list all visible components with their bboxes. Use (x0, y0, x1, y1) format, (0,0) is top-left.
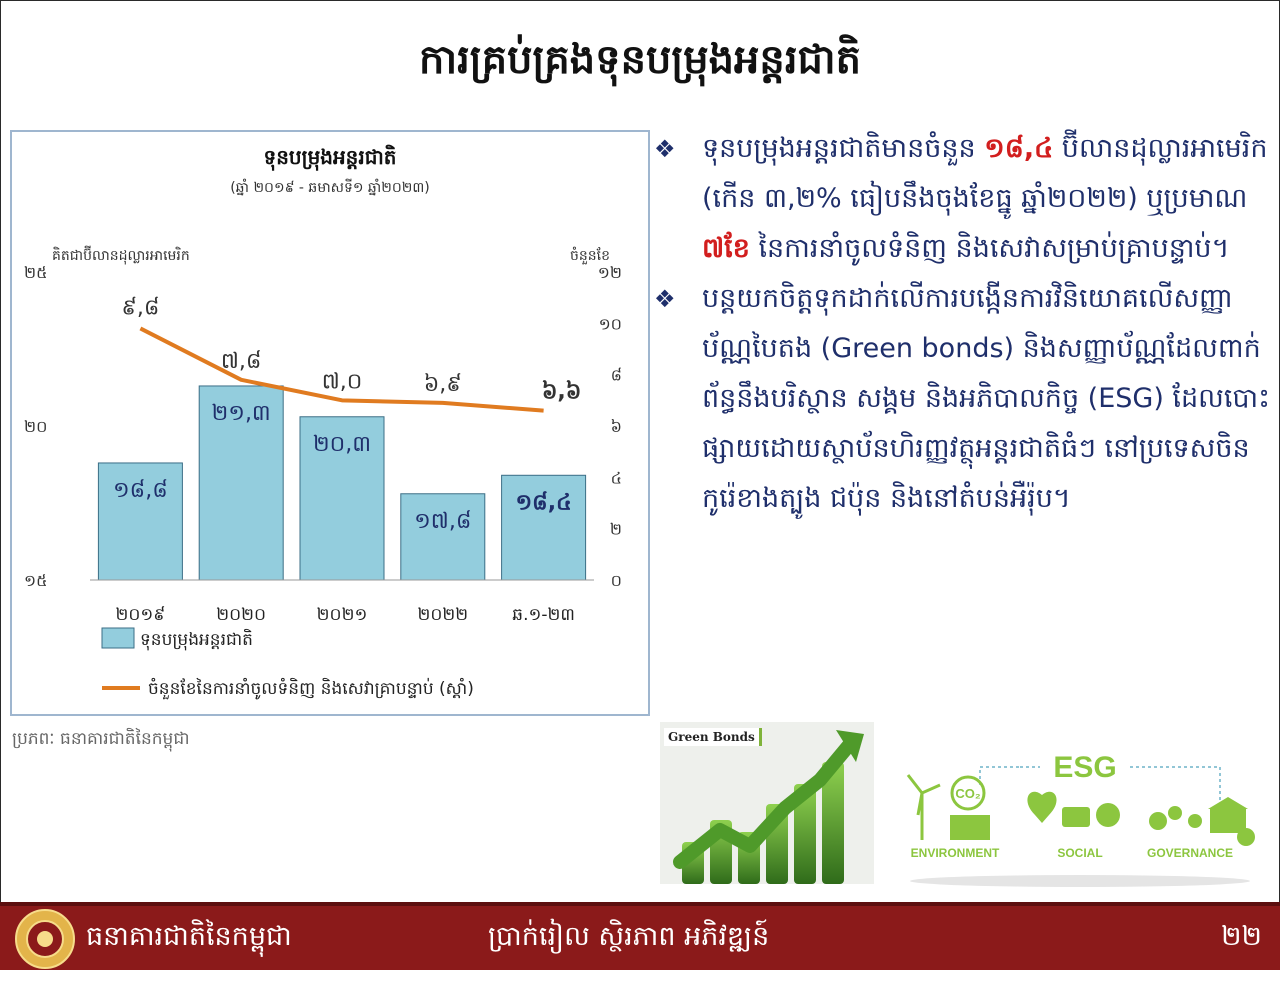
esg-title: ESG (1053, 751, 1116, 784)
bar-value-label: ១៧,៨ (414, 509, 471, 534)
x-tick-label: ២០១៩ (115, 605, 165, 625)
x-tick-label: ឆ.១-២៣ (512, 605, 575, 625)
bullet-list: ❖ ទុនបម្រុងអន្តរជាតិមានចំនួន ១៨,៤ ប៊ីលាន… (654, 124, 1274, 524)
y-axis-left-label: គិតជាប៊ីលានដុល្លារអាមេរិក (52, 245, 190, 265)
bar-reserves (97, 462, 183, 581)
line-value-label: ៦,៩ (424, 372, 462, 397)
esg-label-governance: GOVERNANCE (1147, 846, 1233, 860)
footer-slogan: ប្រាក់រៀល ស្ថិរភាព អភិវឌ្ឍន៍ (488, 921, 770, 952)
y-tick-right: ០ (611, 571, 622, 590)
green-arrow-icon (660, 722, 874, 884)
bullet-green-bonds: ❖ បន្តយកចិត្តទុកដាក់លើការបង្កើនការវិនិយោ… (654, 274, 1274, 524)
bullet-text-part: ប៊ីលានដុល្លារអាមេរិក (កើន ៣,២% ធៀបនឹងចុង… (702, 133, 1268, 214)
bullet-diamond-icon: ❖ (654, 285, 676, 313)
bullet-diamond-icon: ❖ (654, 135, 676, 163)
bar-reserves (501, 474, 587, 581)
esg-label-social: SOCIAL (1057, 846, 1102, 860)
footer-bank-name: ធនាគារជាតិនៃកម្ពុជា (86, 921, 292, 952)
line-value-label: ៩,៨ (121, 295, 159, 320)
footer-divider (0, 902, 1280, 906)
x-tick-label: ២០២០ (216, 605, 266, 625)
y-tick-right: ១២ (598, 263, 622, 282)
slide-title: ការគ្រប់គ្រងទុនបម្រុងអន្តរជាតិ (419, 37, 861, 83)
esg-image: ESG CO₂ ENVIRONMENT SOCIAL (890, 745, 1262, 895)
x-tick-label: ២០២១ (317, 605, 368, 625)
bullet-reserves: ❖ ទុនបម្រុងអន្តរជាតិមានចំនួន ១៨,៤ ប៊ីលាន… (654, 124, 1274, 274)
esg-graphic: ESG CO₂ ENVIRONMENT SOCIAL (906, 751, 1255, 887)
line-value-label: ៧,០ (322, 369, 363, 394)
bar-value-label: ១៨,៨ (113, 478, 168, 503)
y-tick-right: ៤ (611, 468, 622, 487)
legend-label-bar: ទុនបម្រុងអន្តរជាតិ (140, 628, 253, 651)
esg-label-environment: ENVIRONMENT (911, 846, 1000, 860)
governance-icon (1149, 797, 1255, 846)
reserves-chart: ទុនបម្រុងអន្តរជាតិ (ឆ្នាំ ២០១៩ - ឆមាសទី១ … (10, 130, 650, 716)
footer-bar (0, 906, 1280, 970)
y-tick-right: ៨ (611, 366, 622, 385)
bar-value-label: ១៨,៤ (516, 490, 572, 515)
bullet-text-part: នៃការនាំចូលទំនិញ និងសេវាសម្រាប់គ្រាបន្ទា… (749, 233, 1230, 264)
line-import-months (139, 326, 544, 413)
line-value-label: ៦,៦ (542, 380, 582, 405)
x-tick-label: ២០២២ (417, 605, 468, 625)
highlight-reserve-amount: ១៨,៤ (984, 133, 1054, 164)
legend-swatch-bar (101, 627, 135, 649)
bar-reserves (400, 493, 486, 581)
legend-label-line: ចំនួនខែនៃការនាំចូលទំនិញ និងសេវាគ្រាបន្ទា… (148, 677, 474, 700)
y-tick-left: ២៥ (24, 263, 47, 282)
svg-text:CO₂: CO₂ (955, 786, 981, 801)
bullet-text-part: ទុនបម្រុងអន្តរជាតិមានចំនួន (702, 133, 985, 164)
y-tick-left: ២០ (24, 417, 47, 436)
source-note: ប្រភពៈ ធនាគារជាតិនៃកម្ពុជា (12, 729, 190, 749)
y-tick-left: ១៥ (24, 571, 47, 590)
line-value-label: ៧,៨ (221, 349, 262, 374)
bottom-margin (0, 970, 1280, 989)
bar-reserves (299, 416, 385, 581)
green-bonds-image: Green Bonds (660, 722, 874, 884)
bar-value-label: ២១,៣ (212, 401, 271, 426)
chart-canvas: ទុនបម្រុងអន្តរជាតិ (ឆ្នាំ ២០១៩ - ឆមាសទី១ … (24, 144, 622, 700)
y-tick-right: ១០ (599, 314, 622, 333)
environment-icon (906, 774, 990, 840)
bullet-text: បន្តយកចិត្តទុកដាក់លើការបង្កើនការវិនិយោគល… (702, 283, 1270, 514)
social-icon (1027, 791, 1120, 827)
page-number: ២២ (1221, 921, 1262, 952)
y-tick-right: ២ (610, 520, 622, 539)
highlight-months: ៧ខែ (702, 233, 750, 264)
nbc-logo-icon (15, 909, 75, 969)
green-bonds-label: Green Bonds (664, 728, 762, 746)
y-tick-right: ៦ (611, 417, 622, 436)
chart-title: ទុនបម្រុងអន្តរជាតិ (264, 144, 397, 171)
bar-reserves (198, 385, 284, 581)
y-axis-right-label: ចំនួនខែ (570, 246, 610, 265)
bar-value-label: ២០,៣ (313, 432, 371, 457)
chart-subtitle: (ឆ្នាំ ២០១៩ - ឆមាសទី១ ឆ្នាំ២០២៣) (230, 178, 430, 196)
